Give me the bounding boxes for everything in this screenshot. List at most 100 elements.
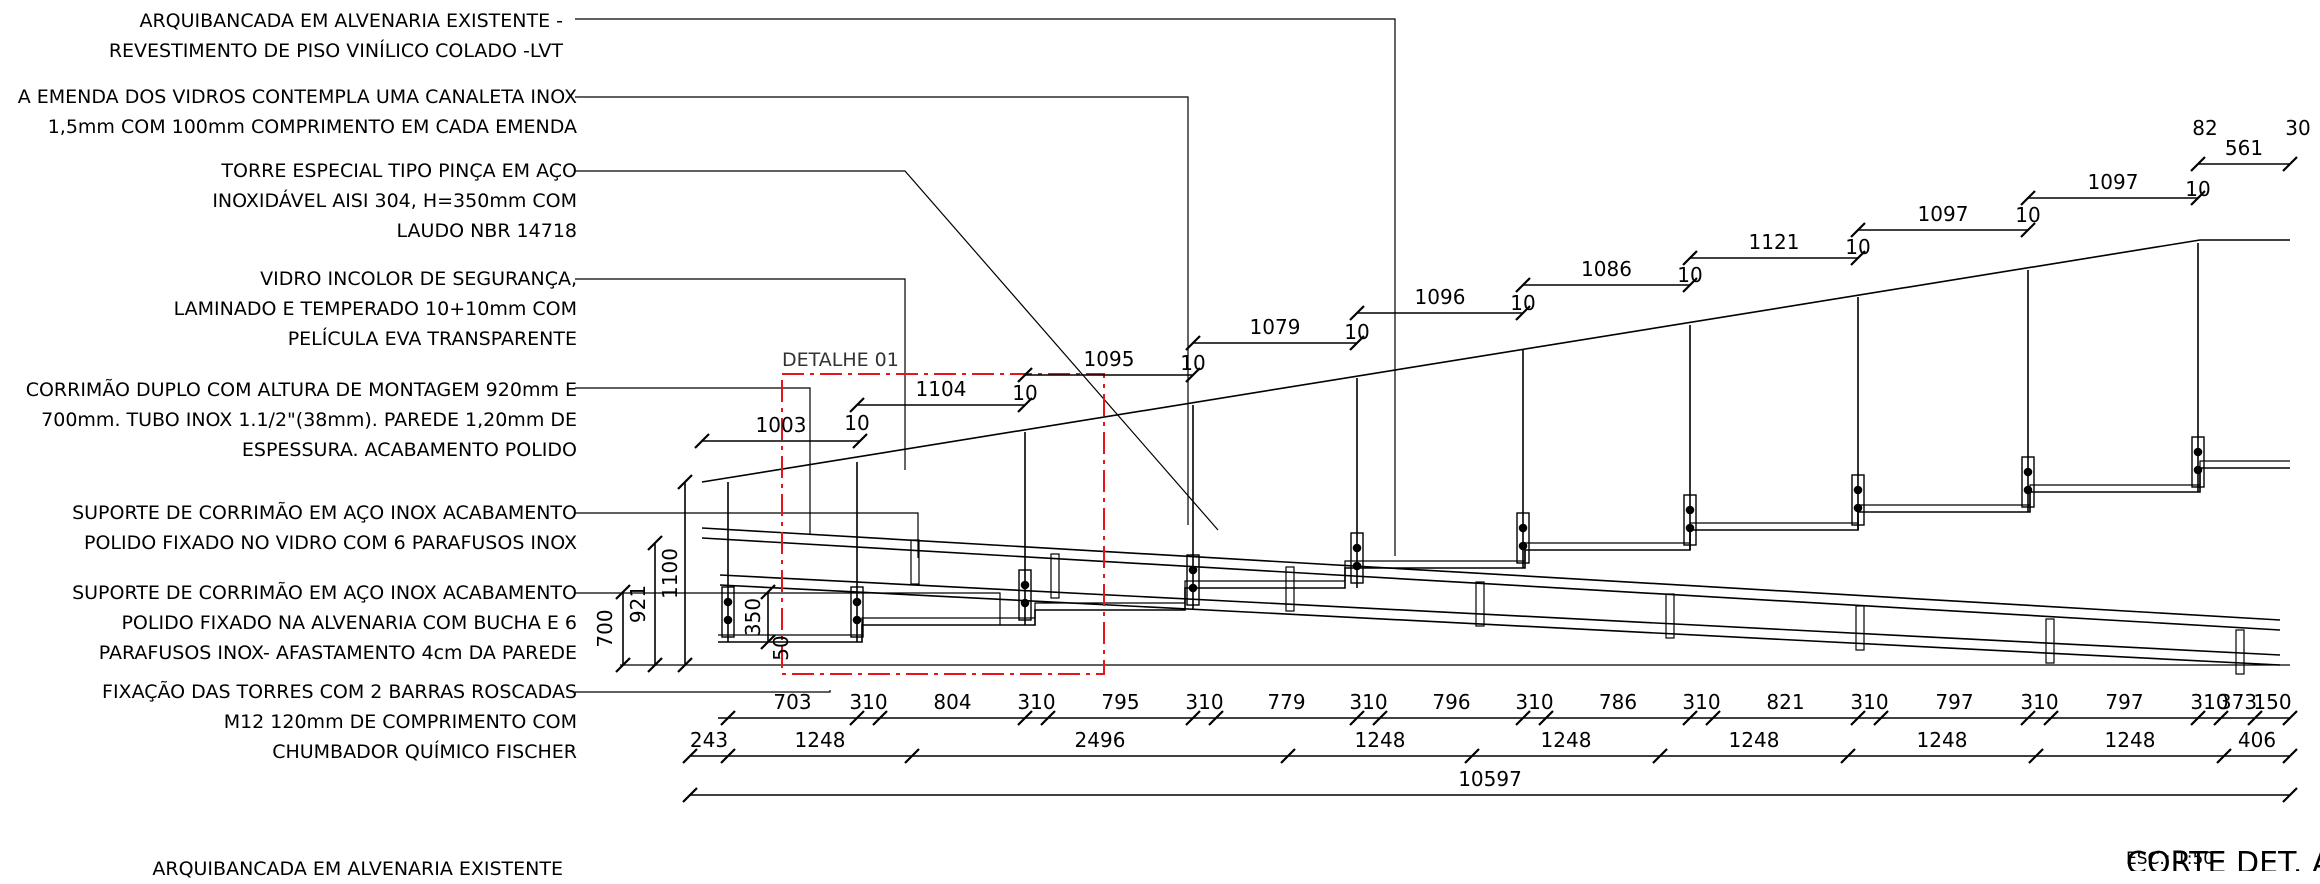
dim-tick <box>1349 305 1365 321</box>
dim-tick <box>2020 190 2036 206</box>
drawing-geometry <box>575 18 2298 803</box>
tower-bolt <box>723 597 733 607</box>
step-dim-label: 797 <box>1935 690 1973 714</box>
note-line: CORRIMÃO DUPLO COM ALTURA DE MONTAGEM 92… <box>25 379 577 401</box>
clamp-tower <box>1516 512 1530 564</box>
module-dim-label: 1248 <box>2105 728 2156 752</box>
leader-line <box>575 278 906 470</box>
dim-tick <box>1682 277 1698 293</box>
note-line: M12 120mm DE COMPRIMENTO COM <box>223 711 577 733</box>
dim-tick <box>2043 710 2059 726</box>
dim-tick <box>1185 367 1201 383</box>
dim-tick <box>2020 222 2036 238</box>
drawing-scale: ESC.: 1:50 <box>2126 849 2214 869</box>
joint-label: 82 <box>2192 116 2217 140</box>
dim-tick <box>615 584 631 600</box>
tower-bolt <box>1685 523 1695 533</box>
note-line: SUPORTE DE CORRIMÃO EM AÇO INOX ACABAMEN… <box>72 582 577 604</box>
step-dim-label: 786 <box>1599 690 1637 714</box>
glass-width-label: 1121 <box>1749 230 1800 254</box>
note-line: SUPORTE DE CORRIMÃO EM AÇO INOX ACABAMEN… <box>72 502 577 524</box>
dim-tick <box>1017 397 1033 413</box>
dim-tick <box>720 710 736 726</box>
note-handrail: CORRIMÃO DUPLO COM ALTURA DE MONTAGEM 92… <box>26 375 577 465</box>
dim-tick <box>2282 787 2298 803</box>
dim-tick <box>694 433 710 449</box>
dim-tick <box>2190 710 2206 726</box>
tower-bolt <box>2023 485 2033 495</box>
note-glass-panel: VIDRO INCOLOR DE SEGURANÇA, LAMINADO E T… <box>174 264 577 354</box>
module-dim-label: 1248 <box>1917 728 1968 752</box>
step-dim-label: 703 <box>773 690 811 714</box>
drawing-title: CORTE DET. A <box>2126 846 2320 871</box>
glass-width-label: 1097 <box>1918 202 1969 226</box>
glass-width-label: 1003 <box>756 413 807 437</box>
dim-tick <box>2282 710 2298 726</box>
module-dim-label: 1248 <box>1355 728 1406 752</box>
step-dim-label: 804 <box>933 690 971 714</box>
glass-width-label: 1095 <box>1084 347 1135 371</box>
clamp-tower <box>1683 494 1697 546</box>
dim-tick <box>1682 710 1698 726</box>
clamp-tower <box>721 586 735 638</box>
clamp-tower <box>2191 436 2205 488</box>
tower-bolt <box>723 615 733 625</box>
note-line: REVESTIMENTO DE PISO VINÍLICO COLADO -LV… <box>108 40 563 62</box>
note-glass-joint: A EMENDA DOS VIDROS CONTEMPLA UMA CANALE… <box>18 82 577 142</box>
dim-tick <box>1515 305 1531 321</box>
note-line: A EMENDA DOS VIDROS CONTEMPLA UMA CANALE… <box>17 86 577 108</box>
module-dim-label: 1248 <box>795 728 846 752</box>
note-line: 700mm. TUBO INOX 1.1/2"(38mm). PAREDE 1,… <box>41 409 577 431</box>
step-dim-label: 150 <box>2253 690 2291 714</box>
base-dim-label: 50 <box>769 635 793 660</box>
dim-tick <box>1538 710 1554 726</box>
step-dim-label: 795 <box>1101 690 1139 714</box>
note-line: POLIDO FIXADO NO VIDRO COM 6 PARAFUSOS I… <box>83 532 577 554</box>
step-dim-label: 821 <box>1766 690 1804 714</box>
step-dim-label: 310 <box>1515 690 1553 714</box>
leader-line <box>575 18 1396 556</box>
dim-tick <box>1017 710 1033 726</box>
note-line: CHUMBADOR QUÍMICO FISCHER <box>272 741 577 763</box>
tower-bolt <box>1188 583 1198 593</box>
tower-bolt <box>1685 505 1695 515</box>
dim-tick <box>1850 222 1866 238</box>
joint-label: 10 <box>2185 177 2210 201</box>
dim-tick <box>1515 710 1531 726</box>
joint-label: 10 <box>1344 320 1369 344</box>
joint-label: 10 <box>2015 203 2040 227</box>
dim-tick <box>647 657 663 673</box>
glass-width-label: 1096 <box>1415 285 1466 309</box>
dim-tick <box>852 433 868 449</box>
step-dim-label: 796 <box>1432 690 1470 714</box>
detail-frame <box>781 373 1105 675</box>
dim-tick <box>1349 710 1365 726</box>
tower-bolt <box>852 597 862 607</box>
joint-label: 10 <box>1180 351 1205 375</box>
vertical-dim-label: 700 <box>593 609 617 647</box>
dim-tick <box>1850 710 1866 726</box>
dim-tick <box>1873 710 1889 726</box>
dim-tick <box>2213 710 2229 726</box>
handrail-top-inner <box>701 537 2281 631</box>
step-dim-label: 373 <box>2219 690 2257 714</box>
handrail-support <box>1855 605 1865 651</box>
leader-line <box>575 512 919 558</box>
step-dim-label: 310 <box>2190 690 2228 714</box>
leader-line <box>575 170 1219 531</box>
note-line: 1,5mm COM 100mm COMPRIMENTO EM CADA EMEN… <box>47 116 577 138</box>
step-dim-label: 779 <box>1267 690 1305 714</box>
note-line: VIDRO INCOLOR DE SEGURANÇA, <box>260 268 577 290</box>
tower-bolt <box>2193 447 2203 457</box>
dim-tick <box>2282 156 2298 172</box>
handrail-support <box>2235 629 2245 675</box>
joint-label: 10 <box>1510 291 1535 315</box>
handrail-support <box>1285 566 1295 612</box>
note-masonry-stand: ARQUIBANCADA EM ALVENARIA EXISTENTE - RE… <box>109 6 563 66</box>
dim-tick <box>1017 367 1033 383</box>
note-line: INOXIDÁVEL AISI 304, H=350mm COM <box>212 190 577 212</box>
vertical-dim-label: 921 <box>626 585 650 623</box>
tower-dim-label: 350 <box>741 598 765 636</box>
handrail-support <box>1665 593 1675 639</box>
